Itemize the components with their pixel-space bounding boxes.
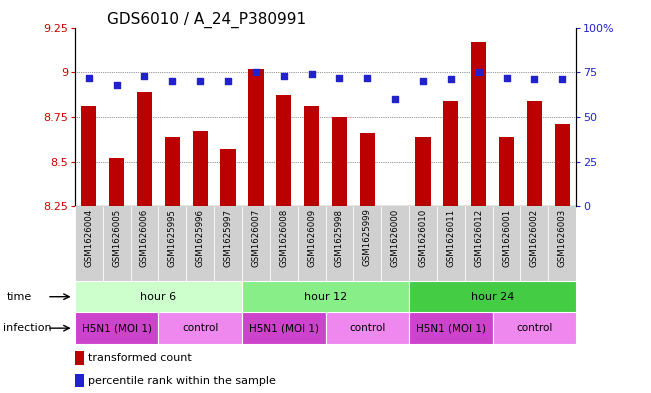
Point (83, 74, 94, 81)
Bar (248, 69, 264, 206)
Bar (359, 133, 375, 206)
Bar (493, 312, 576, 344)
Bar (409, 312, 493, 344)
Bar (548, 206, 576, 281)
Text: GSM1626012: GSM1626012 (474, 209, 483, 267)
Bar (326, 312, 409, 344)
Text: GSM1626007: GSM1626007 (251, 209, 260, 267)
Text: H5N1 (MOI 1): H5N1 (MOI 1) (249, 323, 319, 333)
Text: GSM1626006: GSM1626006 (140, 209, 149, 267)
Text: GSM1626000: GSM1626000 (391, 209, 400, 267)
Point (529, 76, 540, 83)
Point (167, 78, 178, 84)
Bar (332, 117, 347, 206)
Bar (158, 312, 242, 344)
Bar (158, 206, 186, 281)
Bar (555, 124, 570, 206)
Text: GSM1625999: GSM1625999 (363, 209, 372, 266)
Bar (465, 206, 493, 281)
Point (279, 73, 289, 79)
Point (445, 76, 456, 83)
Text: time: time (7, 292, 32, 302)
Bar (471, 42, 486, 206)
Point (195, 78, 206, 84)
Text: GSM1626008: GSM1626008 (279, 209, 288, 267)
Text: GSM1625998: GSM1625998 (335, 209, 344, 266)
Text: control: control (182, 323, 218, 333)
Text: GSM1626004: GSM1626004 (84, 209, 93, 267)
Text: hour 6: hour 6 (141, 292, 176, 302)
Bar (443, 101, 458, 206)
Bar (75, 351, 84, 365)
Point (251, 69, 261, 75)
Text: GSM1626011: GSM1626011 (447, 209, 455, 267)
Point (473, 69, 484, 75)
Text: GSM1625996: GSM1625996 (196, 209, 204, 266)
Bar (75, 312, 158, 344)
Bar (81, 106, 96, 206)
Text: GSM1626002: GSM1626002 (530, 209, 539, 267)
Bar (415, 137, 430, 206)
Text: H5N1 (MOI 1): H5N1 (MOI 1) (416, 323, 486, 333)
Bar (276, 95, 292, 206)
Bar (499, 137, 514, 206)
Text: control: control (349, 323, 385, 333)
Bar (75, 281, 242, 312)
Bar (409, 206, 437, 281)
Bar (109, 158, 124, 206)
Point (362, 74, 372, 81)
Text: hour 24: hour 24 (471, 292, 514, 302)
Bar (221, 149, 236, 206)
Text: GSM1626010: GSM1626010 (419, 209, 428, 267)
Text: hour 12: hour 12 (304, 292, 347, 302)
Bar (304, 106, 319, 206)
Bar (409, 281, 576, 312)
Bar (381, 206, 409, 281)
Text: control: control (516, 323, 553, 333)
Bar (353, 206, 381, 281)
Text: GSM1626009: GSM1626009 (307, 209, 316, 267)
Point (557, 76, 568, 83)
Text: GSM1626001: GSM1626001 (502, 209, 511, 267)
Text: transformed count: transformed count (89, 353, 192, 363)
Text: GSM1625997: GSM1625997 (223, 209, 232, 266)
Point (111, 82, 122, 88)
Bar (131, 206, 158, 281)
Bar (193, 131, 208, 206)
Text: GSM1626005: GSM1626005 (112, 209, 121, 267)
Bar (186, 206, 214, 281)
Text: percentile rank within the sample: percentile rank within the sample (89, 376, 276, 386)
Bar (270, 206, 298, 281)
Point (139, 73, 150, 79)
Bar (326, 206, 353, 281)
Bar (242, 281, 409, 312)
Text: GSM1626003: GSM1626003 (558, 209, 567, 267)
Bar (242, 312, 326, 344)
Text: GDS6010 / A_24_P380991: GDS6010 / A_24_P380991 (107, 12, 307, 28)
Point (390, 96, 400, 102)
Bar (242, 206, 270, 281)
Bar (520, 206, 548, 281)
Bar (493, 206, 520, 281)
Point (223, 78, 233, 84)
Bar (137, 92, 152, 206)
Bar (437, 206, 465, 281)
Text: infection: infection (3, 323, 52, 333)
Bar (165, 137, 180, 206)
Text: GSM1625995: GSM1625995 (168, 209, 177, 266)
Bar (103, 206, 131, 281)
Bar (214, 206, 242, 281)
Point (334, 74, 344, 81)
Point (501, 74, 512, 81)
Bar (527, 101, 542, 206)
Point (418, 78, 428, 84)
Bar (75, 206, 103, 281)
Bar (75, 374, 84, 387)
Bar (298, 206, 326, 281)
Text: H5N1 (MOI 1): H5N1 (MOI 1) (81, 323, 152, 333)
Point (307, 71, 317, 77)
